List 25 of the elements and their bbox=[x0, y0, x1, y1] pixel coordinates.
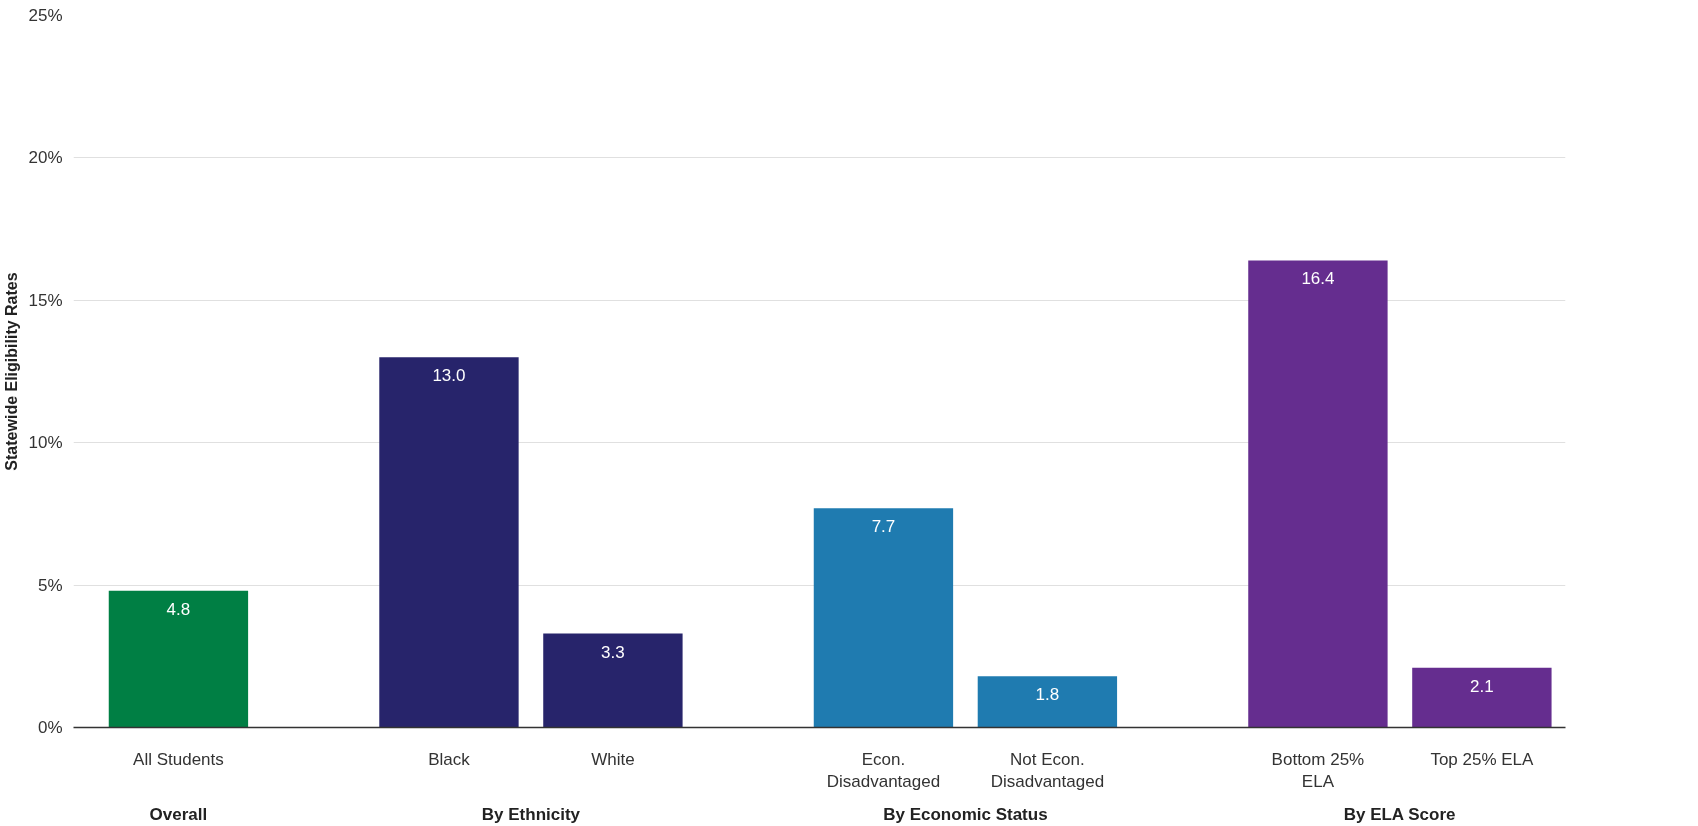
text: By Ethnicity bbox=[481, 804, 581, 824]
x-tick-label: Black bbox=[428, 749, 471, 769]
y-tick-label: 20% bbox=[28, 148, 63, 168]
x-tick-label: Bottom 25% ELA bbox=[1271, 749, 1365, 792]
x-tick-label: Top 25% ELA bbox=[1430, 749, 1535, 769]
y-axis-title: Statewide Eligibility Rates bbox=[3, 272, 21, 471]
data-label: 16.4 bbox=[1301, 269, 1335, 289]
data-label: 4.8 bbox=[166, 599, 191, 619]
data-label: 1.8 bbox=[1035, 685, 1060, 705]
data-label: 2.1 bbox=[1470, 676, 1494, 696]
y-tick-label: 0% bbox=[37, 718, 63, 737]
data-label: 3.3 bbox=[601, 642, 625, 662]
text: By ELA Score bbox=[1343, 804, 1456, 824]
x-tick-label: White bbox=[591, 749, 635, 769]
data-label: 13.0 bbox=[432, 366, 466, 386]
data-label: 7.7 bbox=[871, 517, 896, 537]
x-tick-label: All Students bbox=[133, 749, 224, 769]
y-tick-label: 10% bbox=[28, 433, 63, 453]
y-tick-label: 5% bbox=[37, 575, 63, 595]
text: By Economic Status bbox=[883, 804, 1048, 824]
y-tick-label: 15% bbox=[28, 290, 63, 310]
x-tick-label: Not Econ. Disadvantaged bbox=[990, 749, 1105, 792]
x-tick-label: Econ. Disadvantaged bbox=[826, 749, 941, 792]
text: Overall bbox=[149, 804, 208, 824]
y-tick-label: 25% bbox=[28, 6, 63, 25]
